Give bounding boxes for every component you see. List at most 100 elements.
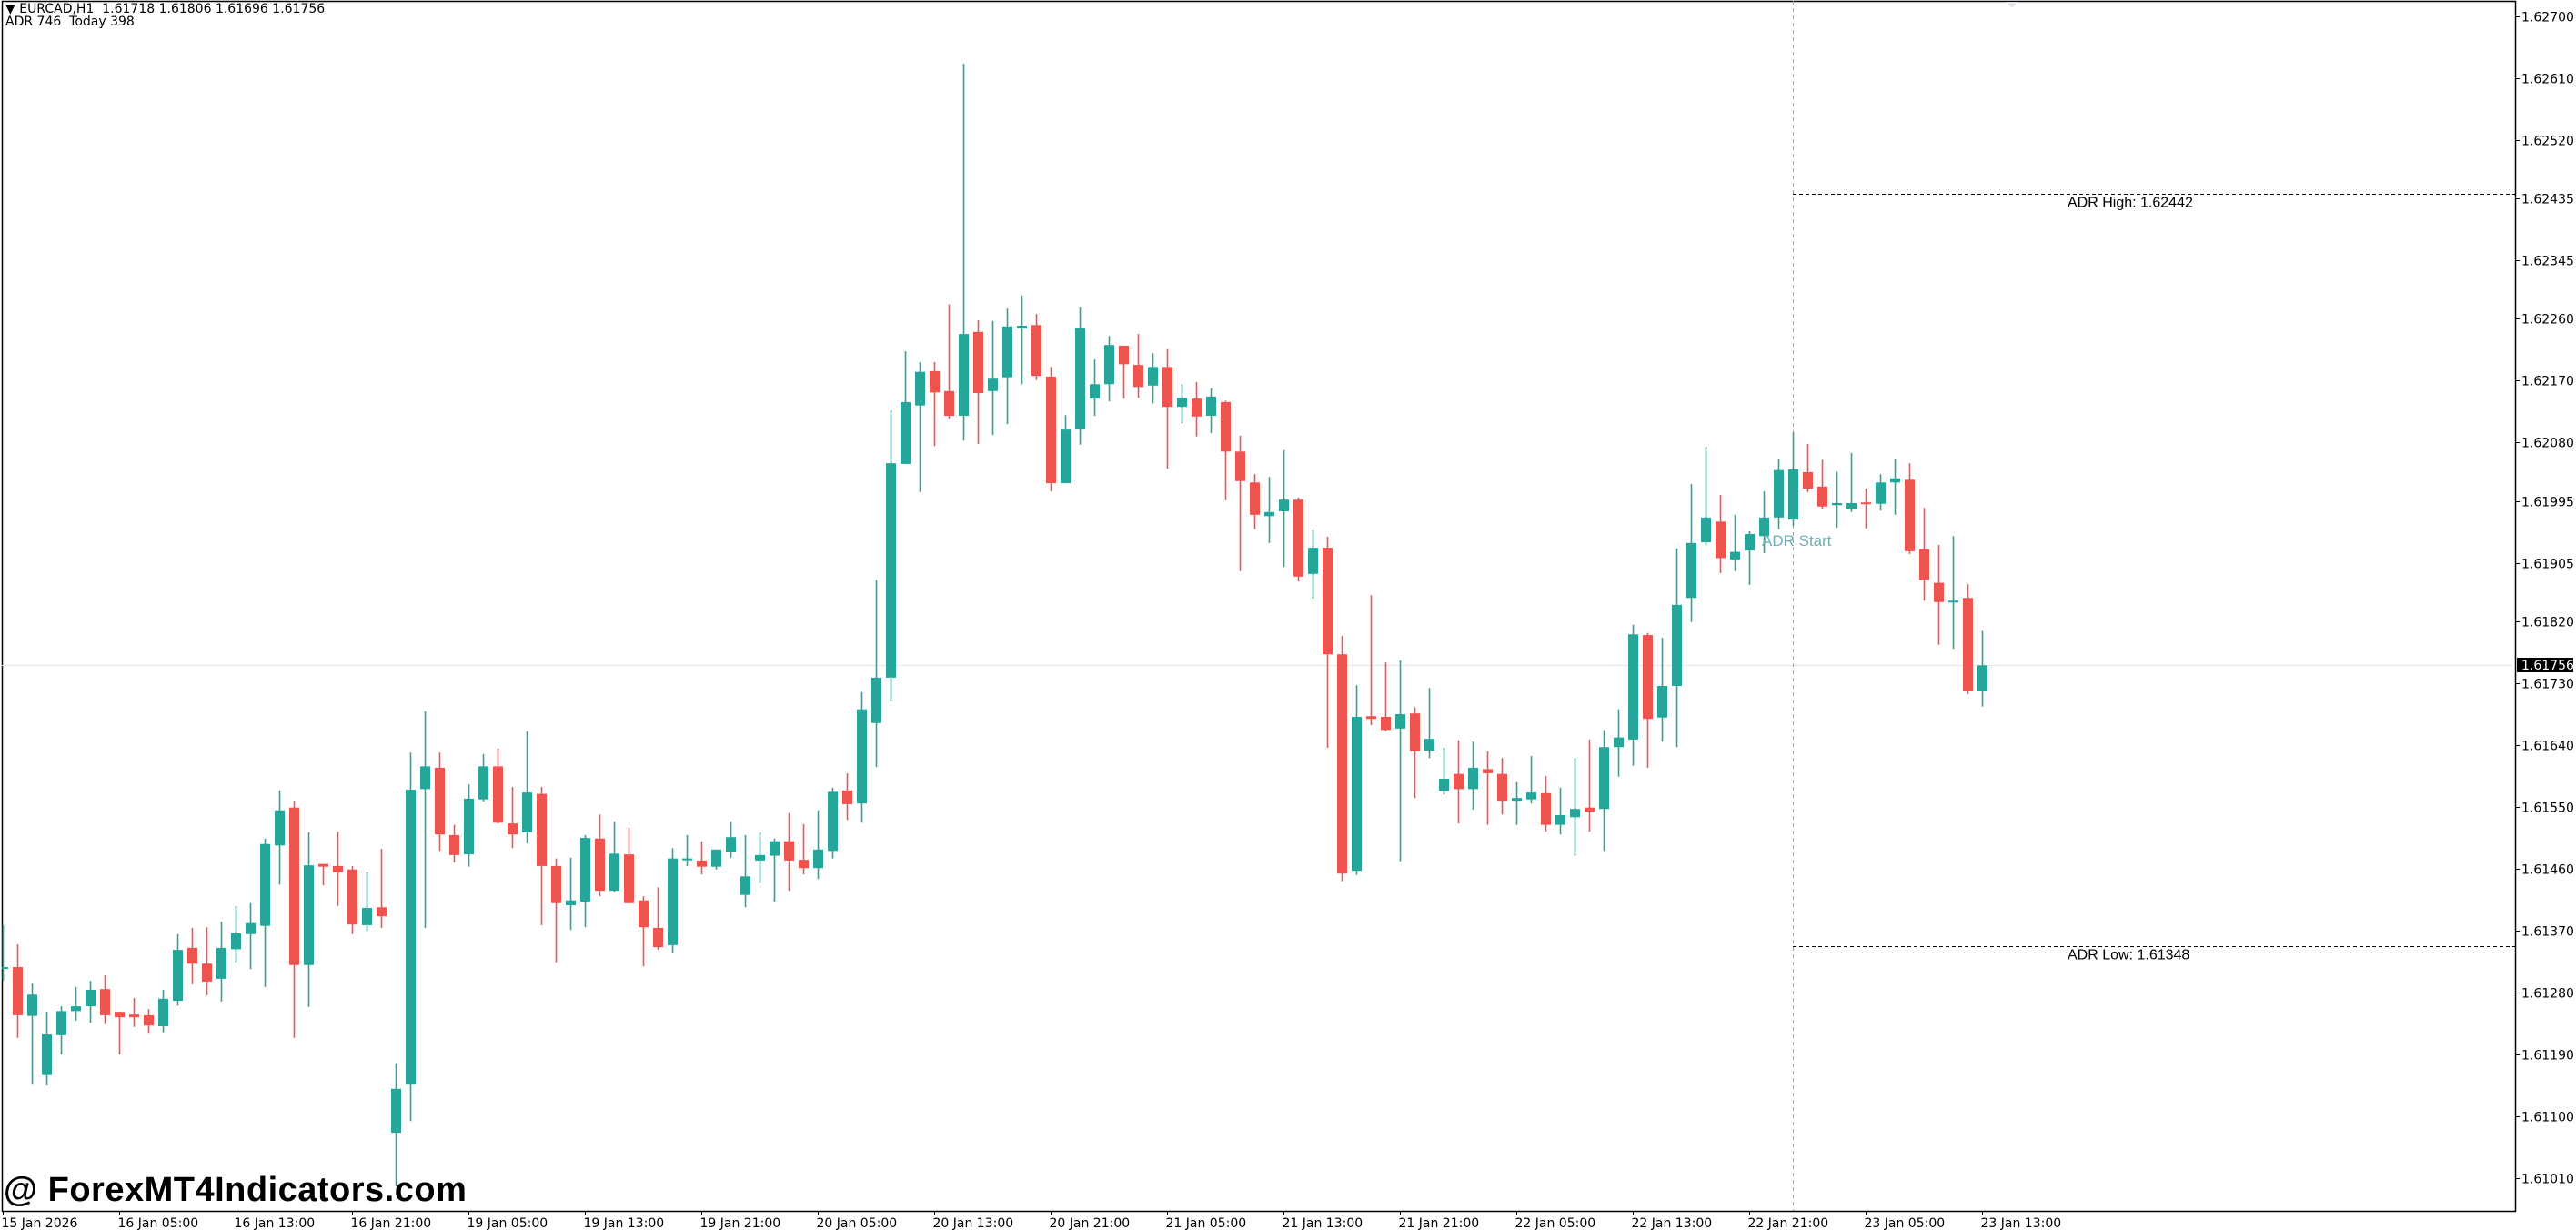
candle[interactable]: [1468, 741, 1478, 810]
candle[interactable]: [1803, 443, 1813, 492]
candle[interactable]: [1264, 477, 1274, 543]
candle[interactable]: [86, 981, 96, 1023]
candle[interactable]: [1192, 381, 1202, 437]
candles[interactable]: [0, 64, 1987, 1187]
candle[interactable]: [1410, 707, 1420, 799]
candle[interactable]: [580, 834, 590, 928]
candle[interactable]: [857, 691, 867, 823]
candle[interactable]: [1555, 787, 1565, 835]
candle[interactable]: [726, 821, 736, 858]
candle[interactable]: [362, 872, 372, 932]
time-axis[interactable]: 15 Jan 2026 16 Jan 05:00 16 Jan 13:00 16 Ja…: [2, 1211, 2062, 1230]
candle[interactable]: [406, 752, 416, 1122]
candle[interactable]: [1061, 415, 1071, 484]
candle[interactable]: [1323, 537, 1333, 748]
candle[interactable]: [1701, 447, 1711, 546]
candle[interactable]: [56, 1006, 66, 1054]
candle[interactable]: [784, 812, 794, 892]
candle[interactable]: [1905, 463, 1915, 554]
candle[interactable]: [1817, 459, 1827, 509]
candle[interactable]: [595, 814, 605, 897]
candle[interactable]: [27, 983, 37, 1085]
candle[interactable]: [653, 887, 663, 951]
candle[interactable]: [1235, 435, 1245, 571]
candle[interactable]: [173, 933, 183, 1006]
candle[interactable]: [1570, 758, 1580, 856]
candle[interactable]: [1657, 638, 1667, 742]
candle[interactable]: [100, 975, 110, 1024]
price-axis[interactable]: 1.62700 1.62610 1.62520 1.62435 1.62345 1.622…: [2515, 11, 2574, 1187]
candle[interactable]: [770, 838, 780, 902]
candle[interactable]: [1963, 584, 1973, 695]
candle[interactable]: [435, 752, 445, 852]
candle[interactable]: [1832, 471, 1842, 529]
candle[interactable]: [1948, 536, 1958, 650]
candle[interactable]: [1250, 474, 1260, 529]
candle[interactable]: [71, 986, 81, 1021]
candle[interactable]: [1614, 709, 1624, 777]
candle[interactable]: [1162, 348, 1172, 469]
candle[interactable]: [1730, 514, 1740, 571]
candle[interactable]: [1977, 630, 1987, 707]
candle[interactable]: [1759, 491, 1769, 554]
candle[interactable]: [886, 409, 896, 702]
candle[interactable]: [522, 731, 532, 844]
candle[interactable]: [449, 824, 459, 863]
candle[interactable]: [959, 64, 969, 441]
candle[interactable]: [129, 998, 139, 1027]
candle[interactable]: [1861, 489, 1871, 529]
candle[interactable]: [871, 580, 881, 768]
candle[interactable]: [1643, 632, 1653, 768]
candle[interactable]: [1133, 334, 1143, 398]
candle[interactable]: [1454, 740, 1464, 824]
candle[interactable]: [1031, 314, 1041, 380]
candle[interactable]: [1774, 458, 1784, 529]
candle[interactable]: [1395, 660, 1405, 862]
candle[interactable]: [377, 849, 387, 928]
candle[interactable]: [1745, 530, 1755, 585]
candle[interactable]: [1890, 458, 1900, 515]
candle[interactable]: [275, 790, 285, 885]
candle[interactable]: [1148, 353, 1158, 404]
candle[interactable]: [988, 320, 998, 436]
candle[interactable]: [1846, 452, 1857, 512]
candle[interactable]: [260, 838, 270, 987]
candle[interactable]: [304, 832, 314, 1007]
candle[interactable]: [1628, 624, 1638, 766]
candle[interactable]: [1075, 307, 1085, 445]
chart-shift-marker[interactable]: [2007, 2, 2018, 8]
candle[interactable]: [1366, 595, 1376, 726]
candle[interactable]: [799, 823, 809, 875]
candle[interactable]: [333, 832, 343, 906]
candle[interactable]: [915, 362, 925, 492]
candle[interactable]: [1526, 756, 1536, 804]
candle[interactable]: [828, 787, 838, 859]
candle[interactable]: [1919, 508, 1929, 601]
candle[interactable]: [246, 902, 256, 970]
candle[interactable]: [158, 989, 168, 1033]
candle[interactable]: [1672, 548, 1682, 748]
candle[interactable]: [930, 362, 940, 447]
candle[interactable]: [1017, 295, 1027, 385]
candle[interactable]: [1090, 359, 1100, 417]
candle[interactable]: [464, 784, 474, 867]
candle[interactable]: [1293, 497, 1303, 582]
candle[interactable]: [347, 865, 357, 934]
candle[interactable]: [639, 896, 649, 967]
candle[interactable]: [1541, 775, 1551, 832]
candle[interactable]: [813, 810, 823, 880]
candle[interactable]: [42, 1012, 52, 1085]
candle[interactable]: [1599, 730, 1609, 852]
candle[interactable]: [1119, 345, 1129, 399]
candle[interactable]: [842, 772, 852, 821]
candle[interactable]: [144, 1009, 154, 1034]
candle[interactable]: [391, 1063, 401, 1187]
candle[interactable]: [1177, 384, 1187, 424]
candle[interactable]: [1337, 635, 1347, 882]
candle[interactable]: [1424, 688, 1434, 759]
candle[interactable]: [1308, 530, 1318, 600]
chart-shift-marker-icon[interactable]: [2007, 2, 2018, 8]
candle[interactable]: [508, 787, 518, 849]
candle[interactable]: [1206, 388, 1216, 433]
